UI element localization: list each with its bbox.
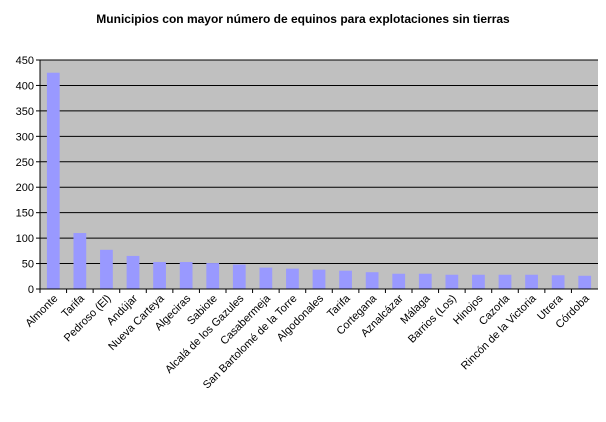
bar	[472, 274, 485, 289]
y-tick-label: 450	[16, 55, 34, 67]
bar	[46, 72, 60, 289]
bar	[179, 262, 193, 289]
plot-area	[40, 60, 598, 289]
bar	[286, 268, 299, 289]
bar	[445, 274, 459, 289]
y-tick-label: 150	[16, 208, 34, 220]
bars	[46, 72, 592, 289]
bar	[126, 255, 140, 289]
bar	[578, 275, 592, 289]
bar	[551, 275, 565, 289]
bar	[100, 249, 113, 289]
y-tick-label: 250	[16, 157, 34, 169]
gridlines	[40, 59, 598, 265]
bar	[312, 269, 326, 289]
y-tick-label: 0	[28, 284, 34, 296]
y-tick-label: 50	[22, 259, 34, 271]
bar	[525, 274, 538, 289]
y-tick-label: 100	[16, 233, 34, 245]
x-tick-label: Almonte	[23, 293, 60, 330]
y-tick-label: 400	[16, 80, 34, 92]
y-tick-label: 300	[16, 131, 34, 143]
bar	[339, 270, 352, 289]
bar	[498, 274, 512, 289]
bar	[153, 262, 166, 289]
bar	[73, 233, 87, 289]
bar	[206, 263, 220, 289]
bar	[392, 273, 406, 289]
y-tick-label: 350	[16, 106, 34, 118]
y-axis-ticks: 0 50 100 150 200 250 300 350 400 450	[16, 55, 40, 296]
bar	[259, 267, 273, 289]
y-tick-label: 200	[16, 182, 34, 194]
bar	[232, 264, 246, 289]
bar	[365, 272, 379, 289]
chart-title: Municipios con mayor número de equinos p…	[96, 12, 510, 26]
bar	[418, 273, 432, 289]
